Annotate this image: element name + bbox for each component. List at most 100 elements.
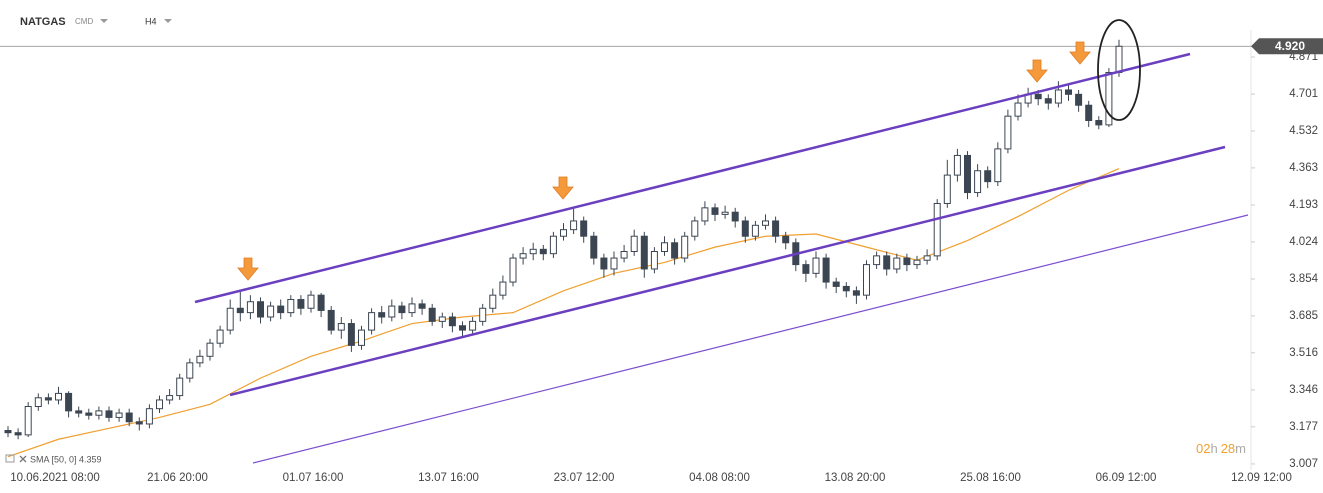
timer-minutes: 28 bbox=[1221, 441, 1235, 456]
candle-body bbox=[176, 377, 184, 397]
candle-body bbox=[1105, 71, 1113, 126]
y-tick-label: 3.346 bbox=[1289, 384, 1318, 396]
candle-body bbox=[257, 301, 264, 318]
candle-body bbox=[438, 316, 446, 322]
candle-body bbox=[287, 299, 295, 314]
candle-body bbox=[883, 255, 891, 270]
candle-body bbox=[277, 305, 285, 314]
y-tick-label: 4.024 bbox=[1289, 236, 1318, 248]
y-tick-label: 3.177 bbox=[1289, 421, 1318, 433]
candle-body bbox=[671, 242, 679, 259]
candle-body bbox=[812, 257, 820, 274]
candle-body bbox=[852, 290, 860, 296]
candle-body bbox=[832, 281, 840, 287]
candle-body bbox=[943, 174, 951, 204]
candle-body bbox=[802, 264, 810, 274]
candle-body bbox=[398, 305, 406, 314]
candle-body bbox=[640, 235, 648, 270]
candle-body bbox=[115, 412, 123, 418]
candle-body bbox=[65, 392, 73, 412]
y-tick-label: 3.854 bbox=[1289, 273, 1318, 285]
x-tick-label: 12.09 12:00 bbox=[1231, 472, 1292, 484]
candle-body bbox=[1085, 104, 1093, 122]
candle-body bbox=[913, 259, 921, 266]
indicator-legend: SMA [50, 0] 4.359 bbox=[5, 454, 102, 464]
indicator-icon[interactable] bbox=[5, 454, 15, 463]
candle-body bbox=[1054, 89, 1062, 104]
candle-body bbox=[751, 224, 759, 237]
candle-body bbox=[428, 307, 436, 322]
candle-body bbox=[327, 309, 335, 331]
candle-body bbox=[953, 154, 961, 176]
candle-body bbox=[226, 307, 234, 331]
timer-hours: 02 bbox=[1196, 441, 1210, 456]
candle-body bbox=[156, 399, 163, 410]
candle-body bbox=[873, 255, 881, 266]
candle-body bbox=[974, 170, 982, 194]
y-tick-label: 4.193 bbox=[1289, 199, 1318, 211]
arrows bbox=[237, 41, 1091, 281]
candle-body bbox=[863, 264, 870, 296]
y-tick-label: 3.007 bbox=[1289, 458, 1318, 470]
timeframe-dropdown[interactable] bbox=[164, 19, 172, 23]
candle-body bbox=[24, 406, 32, 436]
candle-body bbox=[105, 410, 113, 418]
candle-body bbox=[418, 303, 426, 309]
candle-body bbox=[630, 235, 638, 253]
candle-body bbox=[741, 220, 749, 237]
candle-body bbox=[85, 412, 93, 416]
candle-body bbox=[650, 251, 658, 270]
arrow bbox=[552, 176, 574, 200]
y-tick-label: 3.685 bbox=[1289, 310, 1318, 322]
candle-body bbox=[509, 257, 517, 283]
candle-body bbox=[661, 242, 668, 253]
candle-body bbox=[44, 397, 52, 401]
candle-body bbox=[499, 281, 507, 296]
candle-body bbox=[145, 408, 153, 425]
candle-body bbox=[903, 257, 911, 266]
candle-body bbox=[408, 303, 416, 314]
candle-body bbox=[358, 329, 365, 346]
candle-body bbox=[1095, 120, 1103, 126]
candle-body bbox=[1065, 89, 1072, 95]
trend-line-lower bbox=[252, 214, 1249, 464]
highlight-ellipse bbox=[1097, 19, 1141, 121]
candle-body bbox=[984, 170, 992, 183]
candle-body bbox=[378, 312, 386, 318]
candle-body bbox=[75, 410, 83, 414]
candle-body bbox=[4, 430, 12, 434]
last-price-tag bbox=[1251, 38, 1323, 55]
candle-body bbox=[186, 362, 194, 379]
x-tick-label: 10.06.2021 08:00 bbox=[10, 472, 100, 484]
candle-body bbox=[34, 397, 42, 408]
x-tick-label: 13.08 20:00 bbox=[825, 472, 886, 484]
x-tick-label: 06.09 12:00 bbox=[1096, 472, 1157, 484]
candle-body bbox=[711, 207, 719, 215]
candle-body bbox=[1034, 93, 1042, 100]
arrow bbox=[237, 257, 259, 281]
candle-body bbox=[560, 229, 567, 237]
candle-body bbox=[216, 329, 224, 344]
symbol[interactable]: NATGAS bbox=[20, 16, 66, 28]
candle-body bbox=[580, 220, 588, 237]
timeframe[interactable]: H4 bbox=[145, 16, 157, 26]
indicator-remove[interactable] bbox=[19, 455, 27, 463]
candle-body bbox=[236, 307, 244, 314]
x-tick-label: 23.07 12:00 bbox=[554, 472, 615, 484]
candle-body bbox=[135, 421, 143, 425]
y-tick-label: 4.363 bbox=[1289, 162, 1318, 174]
candle-body bbox=[549, 235, 557, 255]
candle-body bbox=[317, 294, 325, 311]
candle-body bbox=[459, 325, 466, 331]
x-tick-label: 13.07 16:00 bbox=[418, 472, 479, 484]
x-tick-label: 21.06 20:00 bbox=[147, 472, 208, 484]
candle-body bbox=[479, 307, 487, 322]
candle-body bbox=[55, 392, 62, 401]
candle-body bbox=[994, 148, 1002, 183]
candle-body bbox=[337, 323, 345, 331]
candle-body bbox=[701, 207, 709, 222]
symbol-dropdown[interactable] bbox=[100, 19, 108, 23]
candle-body bbox=[691, 220, 699, 237]
candle-body bbox=[731, 211, 739, 222]
candle-body bbox=[448, 316, 456, 327]
